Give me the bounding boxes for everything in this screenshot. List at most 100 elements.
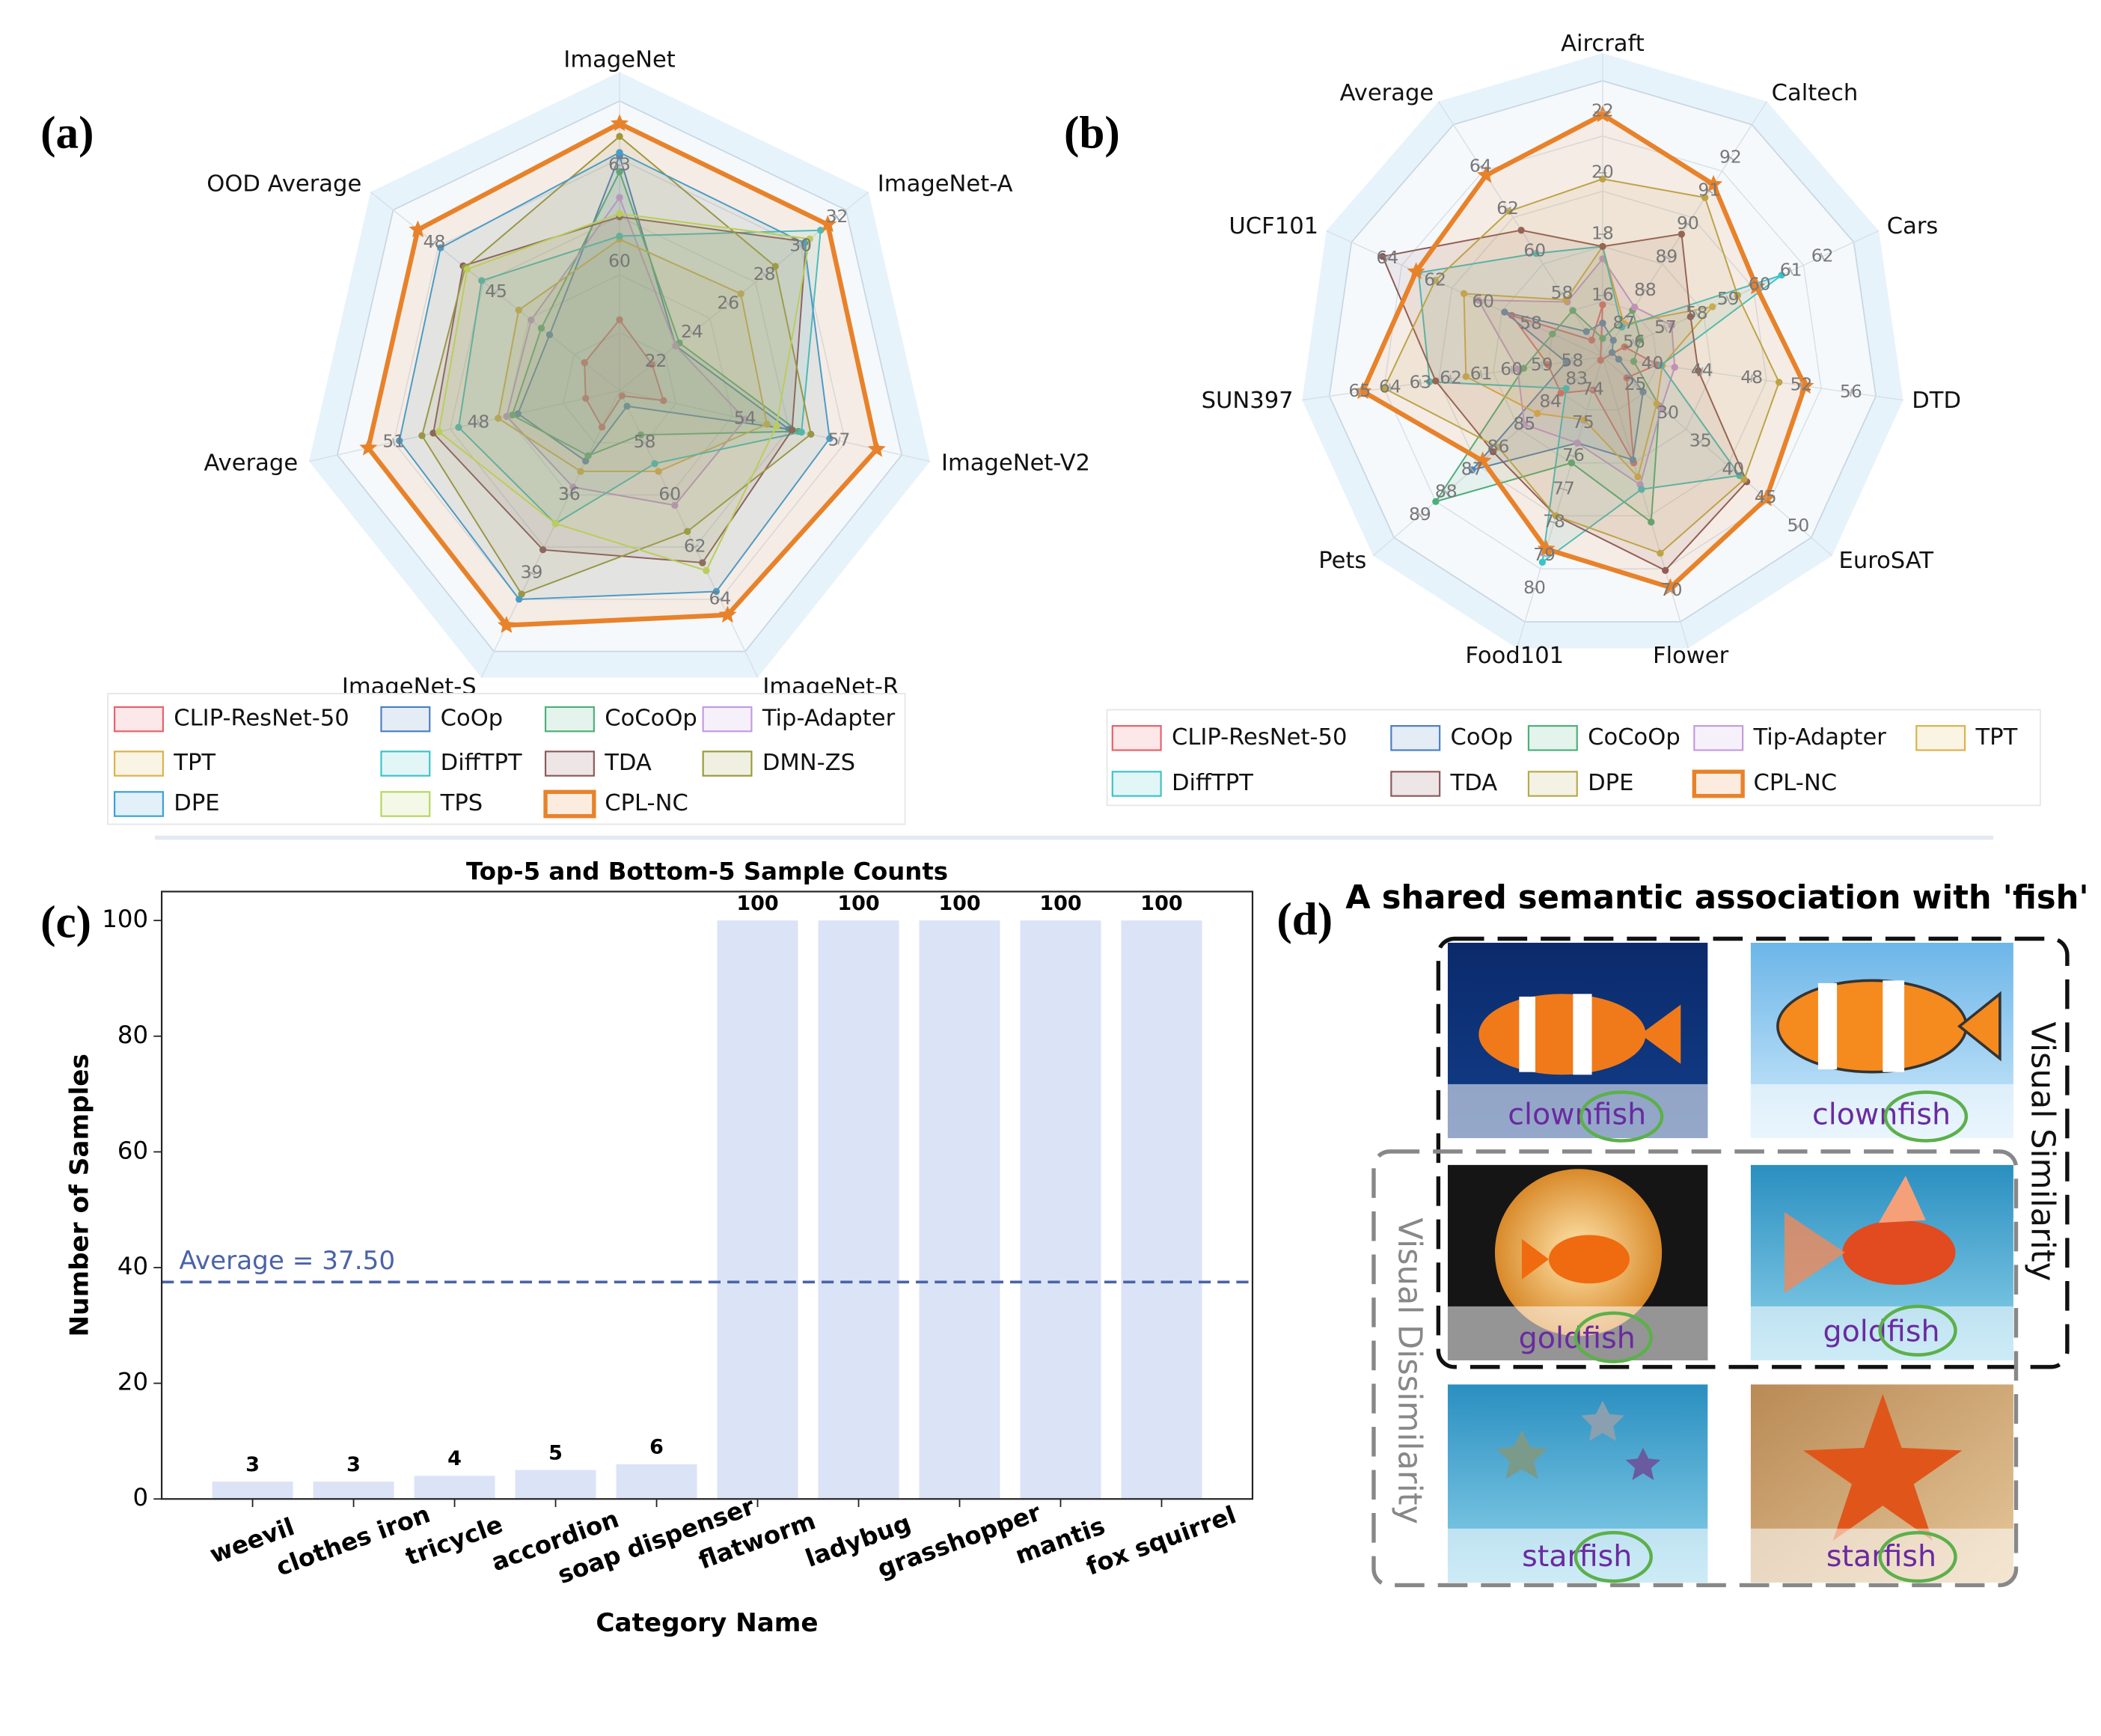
axis-label: Average (1340, 80, 1434, 106)
radar-point (672, 342, 679, 349)
radar-point (1657, 404, 1666, 412)
legend-swatch (1111, 725, 1162, 751)
tick-label: 58 (1520, 313, 1542, 334)
radar-point (1574, 439, 1581, 447)
tick-label: 58 (1551, 282, 1574, 303)
axis-label: Food101 (1465, 643, 1564, 669)
radar-point (418, 432, 426, 439)
tick-label: 63 (608, 153, 631, 174)
radar-point (817, 227, 825, 234)
tick-label: 76 (1562, 444, 1585, 465)
tick-mark (691, 544, 700, 550)
radar-spoke (1602, 101, 1767, 358)
radar-point (660, 397, 667, 405)
radar-point (1517, 226, 1525, 234)
tick-mark (798, 242, 804, 250)
tick-mark (1705, 188, 1713, 194)
bar (1020, 920, 1101, 1500)
legend-label: DiffTPT (441, 750, 522, 776)
tick-mark (837, 436, 841, 445)
radar-point (1701, 194, 1709, 201)
tick-mark (1573, 376, 1580, 383)
radar-area (516, 153, 790, 462)
tick-mark (1571, 357, 1574, 366)
radar-point (539, 545, 547, 554)
legend-label: TDA (1450, 770, 1498, 796)
tick-mark (1559, 487, 1568, 492)
legend-label: CoCoOp (1588, 724, 1681, 751)
value-label: 3 (346, 1453, 361, 1476)
bar (212, 1482, 293, 1500)
legend-label: CoOp (441, 706, 504, 732)
radar-point (1562, 296, 1570, 304)
tick-label: 80 (1523, 577, 1546, 598)
radar-area (497, 238, 768, 472)
radar-point (1460, 290, 1468, 297)
tick-mark (640, 440, 649, 445)
radar-point (1661, 578, 1680, 596)
tick-mark (1651, 360, 1654, 368)
legend-swatch (1390, 725, 1441, 751)
radar-point (1432, 498, 1440, 505)
tick-mark (1510, 365, 1513, 374)
legend-label: CLIP-ResNet-50 (1172, 724, 1347, 751)
radar-point (1695, 367, 1702, 375)
bar (919, 920, 1000, 1500)
radar-area (584, 318, 665, 429)
radar-point (577, 468, 584, 475)
tick-mark (1820, 252, 1825, 261)
tick-label: 62 (1811, 245, 1834, 266)
y-tick-label: 0 (132, 1483, 148, 1512)
legend-label: DMN-ZS (762, 750, 855, 776)
radar-point (1657, 361, 1665, 369)
tick-mark (1550, 520, 1559, 525)
legend-swatch (1693, 725, 1744, 751)
y-tick-label: 60 (117, 1136, 148, 1164)
tick-label: 60 (1523, 239, 1546, 260)
tick-label: 77 (1553, 477, 1575, 498)
radar-area (365, 120, 880, 628)
tick-label: 89 (1656, 245, 1678, 266)
label-band (1447, 1084, 2013, 1583)
tick-label: 64 (709, 587, 731, 608)
tick-label: 22 (645, 350, 667, 371)
radar-point (1549, 330, 1556, 337)
radar-point (807, 430, 815, 438)
radar-point (527, 316, 535, 324)
radar-point (1775, 379, 1783, 386)
radar-point (655, 468, 662, 475)
value-label: 100 (1140, 892, 1182, 915)
tick-mark (1530, 587, 1539, 591)
tick-label: 84 (1539, 391, 1562, 412)
axis-label: DTD (1912, 388, 1961, 414)
radar-point (1638, 486, 1645, 493)
tick-mark (665, 492, 674, 498)
legend-label: DiffTPT (1172, 770, 1253, 796)
radar-point (1623, 374, 1630, 382)
legend-label: CPL-NC (1754, 770, 1838, 796)
radar-point (1379, 252, 1386, 260)
tick-label: 30 (1657, 402, 1679, 423)
tick-label: 64 (1376, 247, 1398, 268)
radar-point (1609, 337, 1617, 344)
radar-point (518, 590, 525, 598)
radar-point (806, 235, 813, 242)
legend-swatch (702, 751, 753, 777)
radar-point (616, 132, 623, 140)
tick-label: 58 (1561, 349, 1583, 370)
axis-label: OOD Average (207, 171, 361, 198)
tick-label: 20 (1591, 161, 1614, 182)
radar-point (1593, 105, 1612, 123)
tick-label: 78 (1543, 511, 1565, 532)
tick-mark (1632, 382, 1639, 389)
tick-label: 60 (1500, 358, 1523, 379)
plot-frame (161, 890, 1254, 1500)
radar-point (867, 439, 886, 457)
radar-point (495, 415, 502, 422)
bar (717, 920, 798, 1500)
tick-mark (1569, 454, 1578, 459)
bar (818, 920, 899, 1500)
radar-point (1537, 540, 1556, 557)
panel-label: (c) (40, 896, 91, 947)
